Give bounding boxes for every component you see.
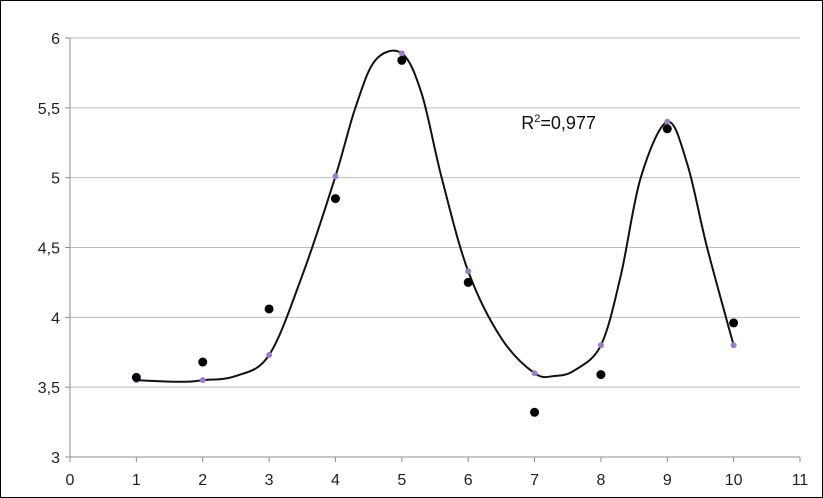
axes [65,37,801,462]
fitted-point [199,377,206,384]
fitted-point [332,173,339,180]
observed-point [264,304,274,314]
observed-points [131,55,739,417]
observed-point [530,407,540,417]
y-tick-label: 6 [51,31,60,48]
fitted-point [531,370,538,377]
x-tick-label: 3 [265,472,274,489]
r-squared-annotation: R2=0,977 [521,113,596,133]
fitted-point [465,268,472,275]
fitted-point [664,118,671,125]
observed-point [397,55,407,65]
fitted-point [266,352,273,359]
fitted-point [398,50,405,57]
fitted-point [730,342,737,349]
y-tick-label: 3 [51,450,60,467]
fitted-curve [136,49,735,383]
observed-point [330,194,340,204]
x-tick-label: 0 [66,472,75,489]
x-tick-label: 10 [725,472,743,489]
x-tick-label: 7 [530,472,539,489]
x-tick-label: 1 [132,472,141,489]
observed-point [131,372,141,382]
fitted-point [597,342,604,349]
y-tick-label: 5 [51,171,60,188]
x-tick-label: 6 [464,472,473,489]
observed-point [198,357,208,367]
y-tick-label: 3,5 [38,380,60,397]
y-tick-label: 4,5 [38,241,60,258]
x-tick-label: 4 [331,472,340,489]
observed-point [596,370,606,380]
x-tick-label: 2 [198,472,207,489]
y-tick-label: 5,5 [38,101,60,118]
y-tick-label: 4 [51,310,60,327]
x-tick-label: 8 [596,472,605,489]
x-tick-label: 11 [792,472,809,489]
gridlines [70,37,800,458]
observed-point [463,277,473,287]
fitted-points [133,50,737,384]
tick-labels: 3 3,5 4 4,5 5 5,5 6 0 1 2 3 4 5 6 7 8 9 10 11 [38,31,809,489]
x-tick-label: 9 [663,472,672,489]
observed-point [729,318,739,328]
observed-point [662,124,672,134]
x-tick-label: 5 [397,472,406,489]
